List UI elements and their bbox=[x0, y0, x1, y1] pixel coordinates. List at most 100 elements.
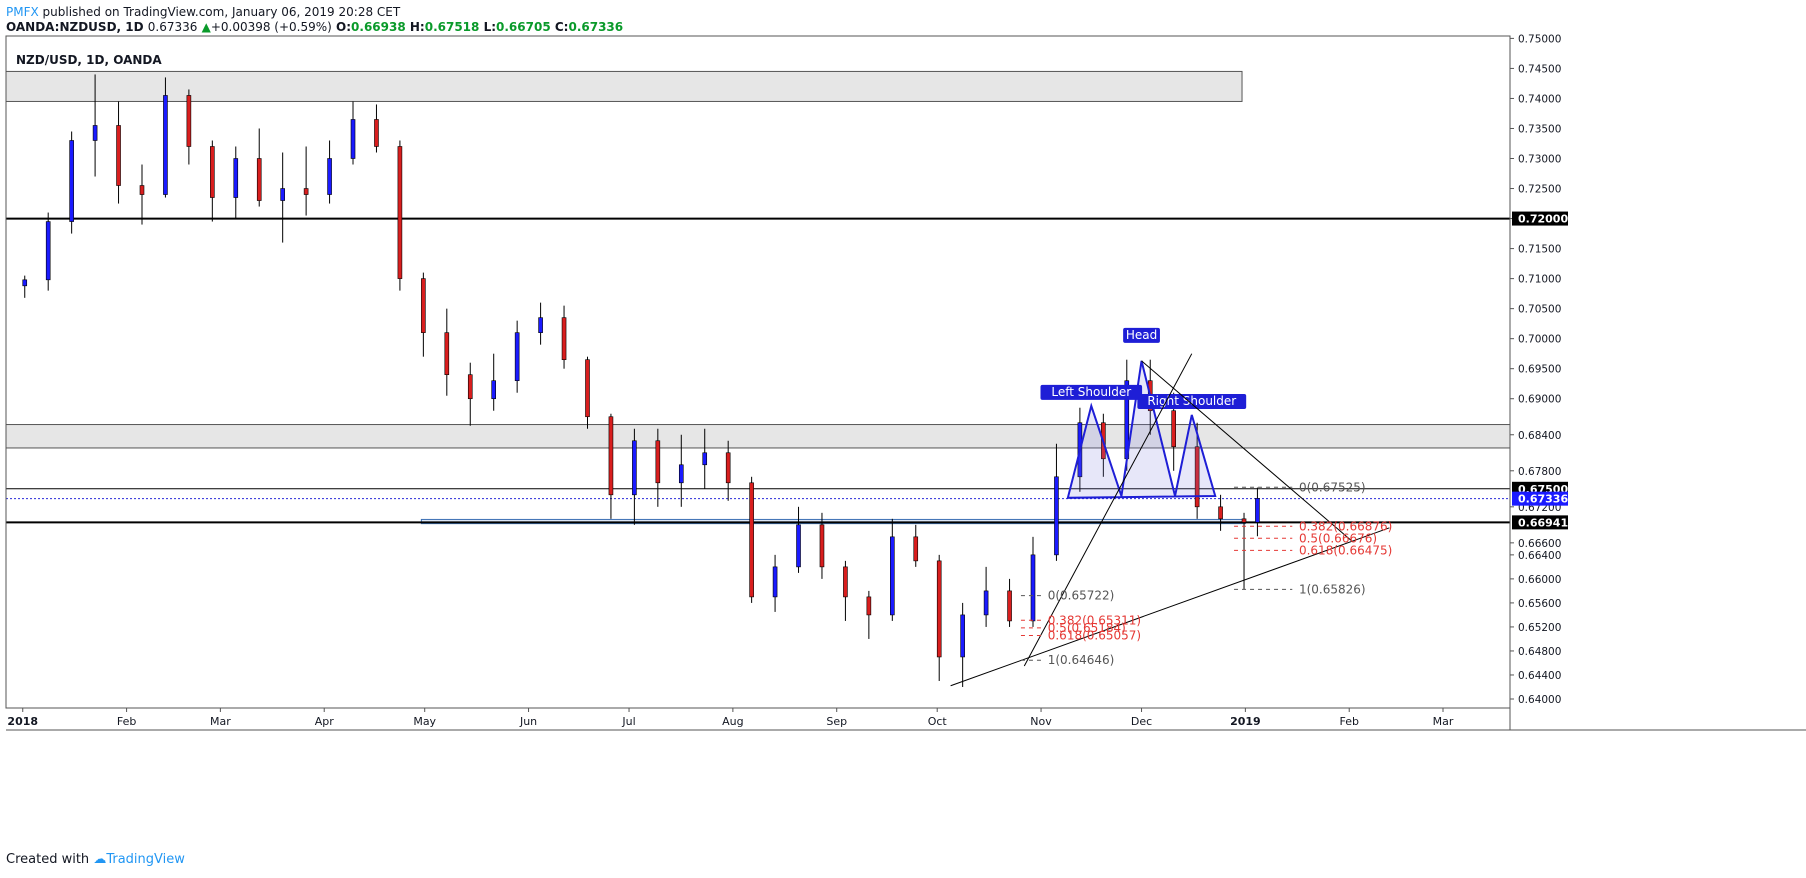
price-label: 0.67336 bbox=[1518, 493, 1568, 506]
candle-body bbox=[936, 560, 942, 658]
y-tick-label: 0.66400 bbox=[1518, 550, 1561, 562]
x-tick-label: Apr bbox=[315, 715, 335, 728]
x-tick-label: Mar bbox=[210, 715, 231, 728]
y-tick-label: 0.69500 bbox=[1518, 364, 1561, 376]
candle-body bbox=[843, 566, 848, 598]
x-tick-label: Jun bbox=[519, 715, 537, 728]
fib-level-label: 0.618(0.65057) bbox=[1048, 629, 1141, 643]
candle-body bbox=[163, 95, 168, 195]
candle-body bbox=[538, 317, 543, 333]
candle-body bbox=[1007, 590, 1012, 622]
candle-body bbox=[866, 596, 872, 616]
price-change: +0.00398 (+0.59%) bbox=[210, 20, 332, 34]
candle-body bbox=[45, 221, 51, 281]
candle-body bbox=[467, 374, 473, 400]
close-value: 0.67336 bbox=[568, 20, 624, 34]
x-tick-label: Aug bbox=[722, 715, 743, 728]
candle-body bbox=[890, 536, 895, 616]
pattern-label-box bbox=[1123, 327, 1160, 343]
y-tick-label: 0.66600 bbox=[1518, 538, 1561, 550]
y-tick-label: 0.65200 bbox=[1518, 622, 1561, 634]
y-tick-label: 0.73500 bbox=[1518, 123, 1561, 135]
y-tick-label: 0.65600 bbox=[1518, 598, 1561, 610]
price-label-box bbox=[1512, 491, 1568, 506]
pattern-label: Left Shoulder bbox=[1051, 385, 1131, 399]
time-axis[interactable]: 2018 Feb Mar Apr May Jun Jul Aug Sep Oct Nov Dec 201… bbox=[7, 708, 1454, 728]
x-tick-label: Oct bbox=[928, 715, 948, 728]
candle-body bbox=[280, 188, 285, 201]
chart-header: PMFX published on TradingView.com, Janua… bbox=[6, 5, 623, 35]
pattern-label-box bbox=[1040, 384, 1143, 400]
pattern-label: Right Shoulder bbox=[1147, 394, 1236, 408]
created-with-label: Created with bbox=[6, 852, 90, 867]
x-tick-label: Mar bbox=[1433, 715, 1454, 728]
y-tick-label: 0.72500 bbox=[1518, 184, 1561, 196]
candle-body bbox=[749, 482, 754, 598]
y-tick-label: 0.74000 bbox=[1518, 93, 1561, 105]
candle-body bbox=[1030, 554, 1036, 622]
up-arrow-icon: ▲ bbox=[201, 20, 211, 34]
candle-body bbox=[69, 140, 74, 222]
candle-body bbox=[678, 464, 684, 484]
y-tick-label: 0.70000 bbox=[1518, 334, 1561, 346]
y-tick-label: 0.71000 bbox=[1518, 274, 1561, 286]
candle-body bbox=[655, 440, 661, 484]
candle-body bbox=[1255, 498, 1260, 523]
price-label: 0.66941 bbox=[1518, 516, 1568, 529]
candle-body bbox=[350, 119, 356, 159]
candle-body bbox=[233, 158, 239, 198]
candle-body bbox=[444, 332, 450, 376]
price-axis[interactable]: 0.75000 0.74500 0.74000 0.73500 0.73000 0.725… bbox=[1510, 33, 1568, 706]
x-tick-label: May bbox=[413, 715, 436, 728]
candle-body bbox=[772, 566, 778, 598]
candle-body bbox=[92, 125, 98, 141]
close-label: C: bbox=[554, 20, 569, 34]
x-tick-label: Nov bbox=[1030, 715, 1052, 728]
symbol-name[interactable]: OANDA:NZDUSD, 1D bbox=[6, 20, 144, 34]
price-label-box bbox=[1512, 211, 1568, 226]
candle-body bbox=[1218, 506, 1223, 520]
x-tick-label: 2019 bbox=[1230, 715, 1261, 728]
trendline bbox=[1141, 360, 1353, 543]
candle-body bbox=[1194, 446, 1200, 508]
x-tick-label: Jul bbox=[621, 715, 635, 728]
candle-body bbox=[186, 95, 192, 147]
publish-line: PMFX published on TradingView.com, Janua… bbox=[6, 5, 623, 20]
candle-body bbox=[397, 146, 403, 279]
publish-info: published on TradingView.com, January 06… bbox=[38, 5, 401, 19]
price-zone bbox=[5, 70, 1243, 102]
candle-body bbox=[608, 416, 614, 496]
y-tick-label: 0.64400 bbox=[1518, 670, 1561, 682]
candle-body bbox=[139, 185, 145, 195]
candle-body bbox=[116, 125, 121, 186]
high-value: 0.67518 bbox=[424, 20, 480, 34]
y-tick-label: 0.73000 bbox=[1518, 154, 1561, 166]
y-tick-label: 0.75000 bbox=[1518, 33, 1561, 45]
last-price: 0.67336 bbox=[147, 20, 198, 34]
fib-level-label: 1(0.65826) bbox=[1299, 582, 1366, 596]
chart-title: NZD/USD, 1D, OANDA bbox=[16, 53, 162, 67]
candle-body bbox=[22, 279, 28, 287]
footer: Created with ☁TradingView bbox=[6, 852, 185, 867]
candle-body bbox=[374, 119, 379, 147]
candle-body bbox=[561, 317, 567, 360]
fib-level-label: 0(0.67525) bbox=[1299, 480, 1366, 494]
fib-level-label: 0.5(0.65184) bbox=[1048, 621, 1126, 635]
candle-body bbox=[210, 146, 215, 198]
candle-body bbox=[725, 452, 731, 484]
fib-level-label: 0.618(0.66475) bbox=[1299, 543, 1392, 557]
candle-body bbox=[585, 359, 590, 418]
price-label: 0.72000 bbox=[1518, 213, 1568, 226]
candle-body bbox=[913, 536, 919, 562]
author-link[interactable]: PMFX bbox=[6, 5, 39, 19]
tradingview-link[interactable]: TradingView bbox=[106, 852, 185, 867]
candle-body bbox=[819, 524, 825, 568]
trendline bbox=[1023, 353, 1193, 667]
candle-body bbox=[491, 380, 497, 400]
x-tick-label: Sep bbox=[826, 715, 847, 728]
price-zone bbox=[5, 424, 1511, 449]
candle-body bbox=[632, 440, 637, 496]
candle-body bbox=[960, 614, 965, 658]
y-tick-label: 0.71500 bbox=[1518, 244, 1561, 256]
